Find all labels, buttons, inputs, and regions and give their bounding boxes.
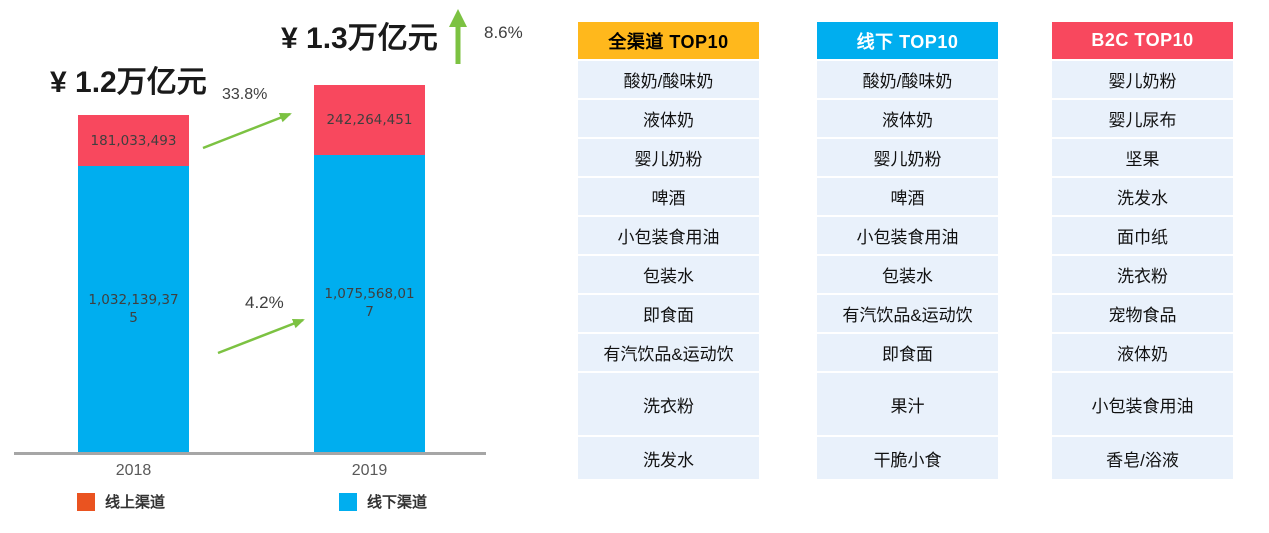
offline-legend-label: 线下渠道 — [367, 494, 428, 511]
legend-item-online: 线上渠道 — [77, 491, 165, 512]
top10-item: 洗衣粉 — [578, 373, 759, 435]
total-growth-label: 8.6% — [484, 23, 523, 42]
x-tick-2019: 2019 — [351, 462, 388, 479]
top10-item: 有汽饮品&运动饮 — [817, 295, 998, 332]
bar-2018-online-segment: 181,033,493 — [78, 115, 189, 166]
bar-2019-online-value: 242,264,451 — [326, 112, 413, 128]
top10-item: 即食面 — [817, 334, 998, 371]
online-legend-label: 线上渠道 — [105, 494, 166, 511]
offline-growth-label: 4.2% — [245, 293, 284, 312]
top10-item: 酸奶/酸味奶 — [578, 61, 759, 98]
bar-2019-online-segment: 242,264,451 — [314, 85, 425, 155]
top10-table-offline: 线下 TOP10 酸奶/酸味奶 液体奶 婴儿奶粉 啤酒 小包装食用油 包装水 有… — [817, 22, 998, 481]
top10-item: 小包装食用油 — [817, 217, 998, 254]
top10-header-offline: 线下 TOP10 — [817, 22, 998, 59]
top10-item: 洗衣粉 — [1052, 256, 1233, 293]
top10-item: 包装水 — [817, 256, 998, 293]
top10-item: 酸奶/酸味奶 — [817, 61, 998, 98]
x-tick-2018: 2018 — [115, 462, 152, 479]
top10-item: 婴儿奶粉 — [1052, 61, 1233, 98]
top10-item: 婴儿奶粉 — [817, 139, 998, 176]
online-legend-swatch-icon — [77, 492, 95, 511]
bar-2018-online-value: 181,033,493 — [90, 132, 177, 149]
bar-2019-offline-value: 1,075,568,017 — [324, 286, 415, 320]
total-label-2019: ¥ 1.3万亿元 — [281, 22, 438, 55]
top10-item: 液体奶 — [1052, 334, 1233, 371]
top10-table-b2c: B2C TOP10 婴儿奶粉 婴儿尿布 坚果 洗发水 面巾纸 洗衣粉 宠物食品 … — [1052, 22, 1233, 481]
online-growth-arrow-icon — [202, 112, 292, 150]
top10-header-b2c: B2C TOP10 — [1052, 22, 1233, 59]
top10-item: 液体奶 — [578, 100, 759, 137]
top10-item: 小包装食用油 — [578, 217, 759, 254]
top10-item: 干脆小食 — [817, 437, 998, 479]
top10-item: 宠物食品 — [1052, 295, 1233, 332]
top10-item: 即食面 — [578, 295, 759, 332]
online-growth-label: 33.8% — [222, 86, 268, 103]
top10-item: 果汁 — [817, 373, 998, 435]
offline-legend-swatch-icon — [339, 492, 357, 511]
bar-2019: 242,264,451 1,075,568,017 — [314, 85, 425, 453]
x-axis-line — [14, 452, 486, 455]
total-growth-up-arrow-icon — [449, 9, 467, 64]
bar-2018-offline-value: 1,032,139,375 — [88, 291, 179, 326]
top10-item: 婴儿尿布 — [1052, 100, 1233, 137]
bar-2018-offline-segment: 1,032,139,375 — [78, 166, 189, 453]
legend-item-offline: 线下渠道 — [339, 491, 427, 512]
top10-item: 有汽饮品&运动饮 — [578, 334, 759, 371]
revenue-stacked-bar-chart: ¥ 1.2万亿元 ¥ 1.3万亿元 33.8% 4.2% 8.6% — [0, 0, 560, 533]
total-label-2018: ¥ 1.2万亿元 — [50, 66, 207, 99]
top10-table-all-channel: 全渠道 TOP10 酸奶/酸味奶 液体奶 婴儿奶粉 啤酒 小包装食用油 包装水 … — [578, 22, 759, 481]
bar-2019-offline-segment: 1,075,568,017 — [314, 155, 425, 453]
top10-item: 液体奶 — [817, 100, 998, 137]
top10-item: 啤酒 — [578, 178, 759, 215]
top10-item: 包装水 — [578, 256, 759, 293]
top10-item: 洗发水 — [578, 437, 759, 479]
top10-header-all-channel: 全渠道 TOP10 — [578, 22, 759, 59]
top10-item: 坚果 — [1052, 139, 1233, 176]
top10-item: 面巾纸 — [1052, 217, 1233, 254]
top10-item: 婴儿奶粉 — [578, 139, 759, 176]
top10-item: 香皂/浴液 — [1052, 437, 1233, 479]
top10-item: 洗发水 — [1052, 178, 1233, 215]
offline-growth-arrow-icon — [217, 318, 305, 355]
top10-item: 啤酒 — [817, 178, 998, 215]
bar-2018: 181,033,493 1,032,139,375 — [78, 115, 189, 453]
top10-item: 小包装食用油 — [1052, 373, 1233, 435]
